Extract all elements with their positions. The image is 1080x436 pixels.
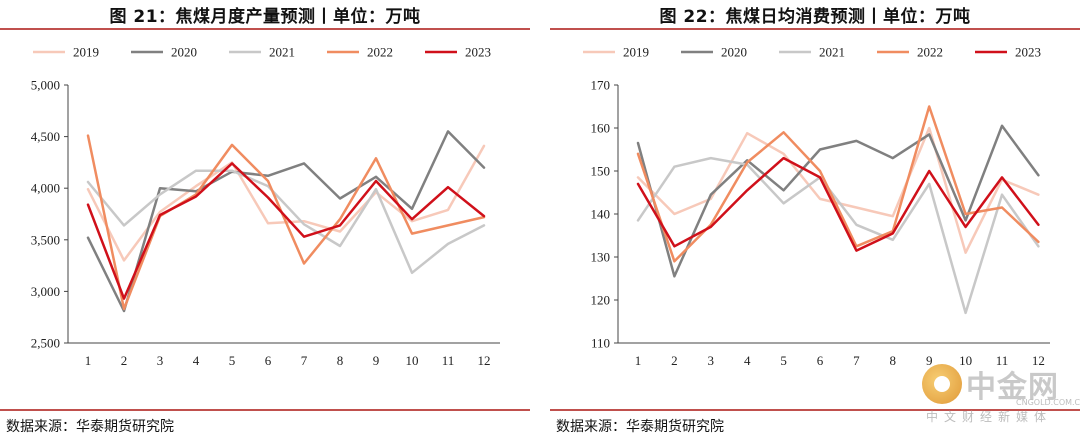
- y-tick-label: 4,500: [31, 129, 60, 144]
- x-tick-label: 4: [744, 353, 751, 368]
- legend-label: 2022: [367, 45, 393, 60]
- y-tick-label: 4,000: [31, 181, 60, 196]
- source-note: 数据来源：华泰期货研究院: [556, 419, 724, 435]
- legend-label: 2023: [465, 45, 491, 60]
- x-tick-label: 8: [890, 353, 897, 368]
- watermark: 中金网 CNGOLD.COM.CN 中文财经新媒体: [922, 362, 1080, 426]
- series-line-2021: [636, 156, 1040, 315]
- series-line-2019: [636, 126, 1040, 254]
- watermark-logo-icon: [922, 364, 962, 404]
- right-chart-panel: 图 22：焦煤日均消费预测丨单位：万吨 2019 2020 2021 2022 2023…: [550, 0, 1080, 436]
- series-line-2020: [636, 124, 1040, 278]
- y-tick-label: 110: [591, 336, 610, 351]
- chart-title: 图 22：焦煤日均消费预测丨单位：万吨: [659, 7, 971, 27]
- legend-label: 2021: [269, 45, 295, 60]
- x-tick-label: 7: [301, 353, 308, 368]
- x-tick-label: 5: [229, 353, 236, 368]
- y-tick-label: 150: [591, 164, 611, 179]
- source-divider: [0, 409, 530, 411]
- x-tick-label: 10: [406, 353, 419, 368]
- legend-label: 2022: [917, 45, 943, 60]
- title-divider: [0, 28, 530, 30]
- y-tick-label: 140: [591, 207, 611, 222]
- y-tick-label: 3,000: [31, 284, 60, 299]
- series-line-2023: [636, 156, 1040, 252]
- x-tick-label: 1: [635, 353, 642, 368]
- x-tick-label: 2: [121, 353, 128, 368]
- legend-label: 2021: [819, 45, 845, 60]
- x-tick-label: 5: [780, 353, 787, 368]
- x-tick-label: 11: [996, 353, 1009, 368]
- legend-label: 2019: [73, 45, 99, 60]
- left-chart-panel: 图 21：焦煤月度产量预测丨单位：万吨 2019 2020 2021 2022 2023…: [0, 0, 530, 436]
- series-line-2020: [86, 130, 486, 313]
- y-tick-label: 2,500: [31, 336, 60, 351]
- legend-label: 2020: [721, 45, 747, 60]
- legend: 2019 2020 2021 2022 2023: [583, 45, 1041, 60]
- x-tick-label: 2: [671, 353, 678, 368]
- x-tick-label: 8: [337, 353, 344, 368]
- legend-label: 2023: [1015, 45, 1041, 60]
- x-tick-label: 3: [708, 353, 715, 368]
- watermark-title: 中金网: [966, 370, 1059, 405]
- consumption-line-chart: 2019 2020 2021 2022 202311012013014015016017…: [583, 45, 1050, 368]
- y-tick-label: 3,500: [31, 232, 60, 247]
- watermark-subtitle: 中文财经新媒体: [926, 410, 1053, 424]
- x-tick-label: 9: [373, 353, 380, 368]
- source-divider: [550, 409, 1080, 411]
- x-tick-label: 9: [926, 353, 933, 368]
- x-tick-label: 12: [1032, 353, 1045, 368]
- y-tick-label: 130: [591, 250, 611, 265]
- production-line-chart: 2019 2020 2021 2022 2023 2,500 3,000 3,500 4,000…: [31, 45, 500, 368]
- x-tick-label: 1: [85, 353, 92, 368]
- legend-label: 2019: [623, 45, 649, 60]
- y-tick-label: 120: [591, 293, 611, 308]
- x-tick-label: 12: [478, 353, 491, 368]
- source-note: 数据来源：华泰期货研究院: [6, 419, 174, 435]
- y-tick-label: 5,000: [31, 78, 60, 93]
- title-divider: [550, 28, 1080, 30]
- x-tick-label: 4: [193, 353, 200, 368]
- y-tick-label: 160: [591, 121, 611, 136]
- x-tick-label: 11: [442, 353, 455, 368]
- series-line-2022: [86, 134, 486, 311]
- x-tick-label: 6: [265, 353, 272, 368]
- legend-label: 2020: [171, 45, 197, 60]
- watermark-url: CNGOLD.COM.CN: [1016, 398, 1080, 407]
- x-tick-label: 7: [853, 353, 860, 368]
- legend: 2019 2020 2021 2022 2023: [33, 45, 491, 60]
- chart-title: 图 21：焦煤月度产量预测丨单位：万吨: [109, 7, 421, 27]
- x-tick-label: 6: [817, 353, 824, 368]
- series-line-2021: [86, 169, 486, 275]
- x-tick-label: 10: [959, 353, 972, 368]
- series-line-2023: [86, 162, 486, 300]
- x-tick-label: 3: [157, 353, 164, 368]
- y-tick-label: 170: [591, 78, 611, 93]
